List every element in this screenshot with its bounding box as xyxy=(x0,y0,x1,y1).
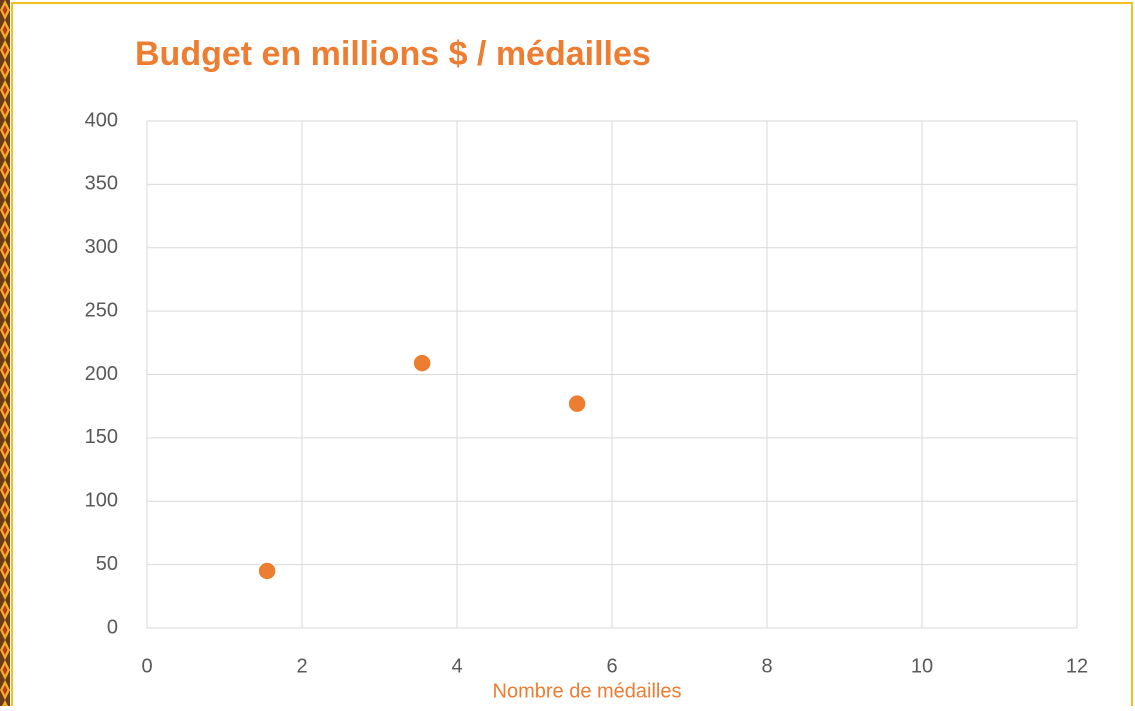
x-tick-label: 0 xyxy=(141,655,152,677)
y-tick-label: 50 xyxy=(96,553,118,575)
y-tick-label: 400 xyxy=(85,109,118,131)
x-tick-label: 4 xyxy=(451,655,462,677)
y-tick-label: 350 xyxy=(85,173,118,195)
x-axis-label: Nombre de médailles xyxy=(493,680,682,702)
y-tick-label: 250 xyxy=(85,299,118,321)
y-tick-label: 100 xyxy=(85,490,118,512)
data-point xyxy=(568,395,586,413)
x-tick-label: 8 xyxy=(761,655,772,677)
x-tick-label: 10 xyxy=(911,655,933,677)
decorative-border xyxy=(0,0,10,706)
y-tick-label: 0 xyxy=(107,616,118,638)
chart: Budget en millions $ / médailles Nombre … xyxy=(0,0,1135,706)
x-tick-label: 6 xyxy=(606,655,617,677)
x-tick-label: 12 xyxy=(1066,655,1088,677)
y-tick-label: 200 xyxy=(85,363,118,385)
y-tick-label: 150 xyxy=(85,426,118,448)
chart-title: Budget en millions $ / médailles xyxy=(135,35,651,73)
x-tick-label: 2 xyxy=(296,655,307,677)
y-tick-label: 300 xyxy=(85,236,118,258)
chart-frame xyxy=(12,3,1132,706)
data-point xyxy=(413,354,431,372)
data-point xyxy=(258,562,276,580)
